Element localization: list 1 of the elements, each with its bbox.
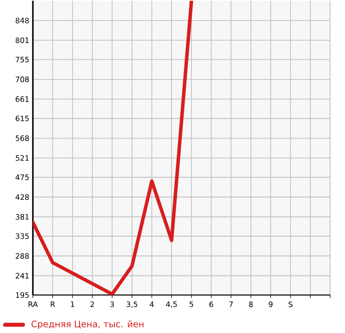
- legend-label: Средняя Цена, тыс. йен: [32, 320, 144, 330]
